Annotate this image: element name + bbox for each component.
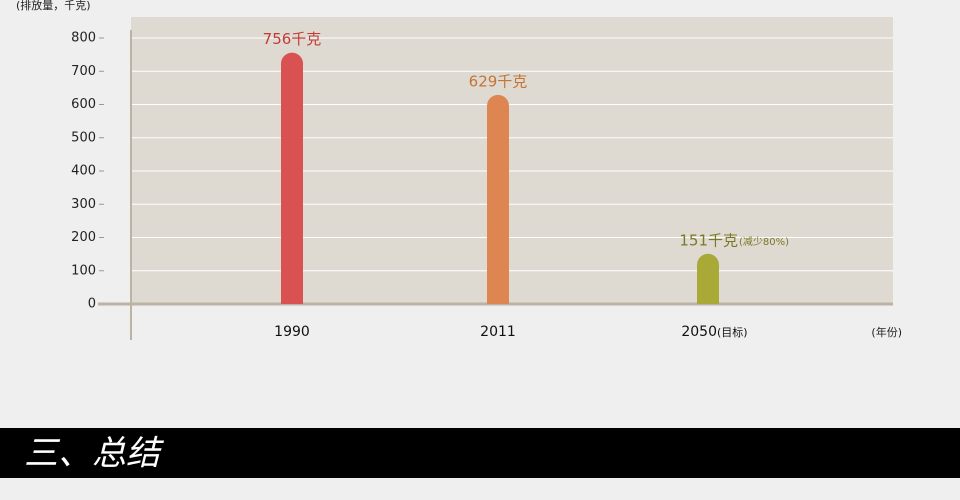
plot-background xyxy=(131,17,893,305)
y-tick-label: 500 xyxy=(71,130,96,145)
y-tick-label: 100 xyxy=(71,263,96,278)
y-tick-label: 700 xyxy=(71,64,96,79)
x-tick-label: 2011 xyxy=(480,324,516,340)
y-tick-label: 300 xyxy=(71,197,96,212)
bar xyxy=(697,253,719,304)
section-title: 三、总结 xyxy=(24,434,165,474)
y-tick-label: 400 xyxy=(71,164,96,179)
y-tick-label: 200 xyxy=(71,230,96,245)
x-tick-label: 2050 xyxy=(681,324,717,340)
section-bar xyxy=(0,428,960,478)
value-label: 629千克 xyxy=(469,72,528,90)
value-label: 756千克 xyxy=(263,30,322,48)
bar xyxy=(487,94,509,304)
value-label: 151千克 xyxy=(679,231,738,249)
x-tick-label: 1990 xyxy=(274,324,310,340)
bar xyxy=(281,52,303,304)
y-axis-label: (排放量，千克) xyxy=(16,0,91,12)
value-note: (减少80%) xyxy=(739,236,789,248)
category-note: (目标) xyxy=(717,325,748,339)
y-tick-label: 0 xyxy=(88,297,96,312)
x-axis-label: (年份) xyxy=(871,325,902,339)
y-tick-label: 800 xyxy=(71,31,96,46)
y-tick-label: 600 xyxy=(71,97,96,112)
